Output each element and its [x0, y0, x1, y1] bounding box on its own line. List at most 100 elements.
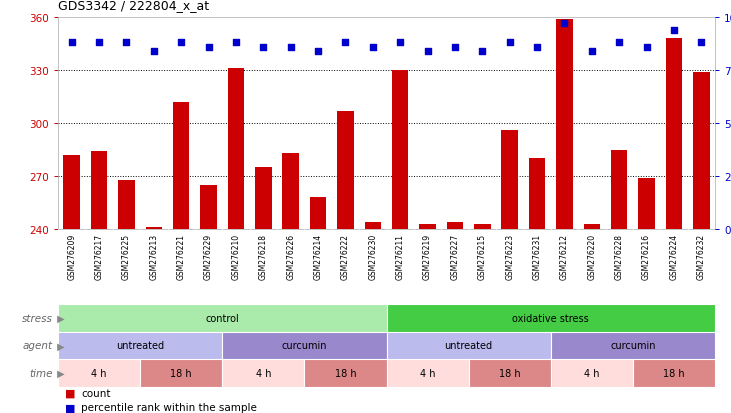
Text: GSM276222: GSM276222 — [341, 233, 350, 279]
Text: control: control — [205, 313, 239, 323]
Text: GSM276229: GSM276229 — [204, 233, 213, 279]
Text: 4 h: 4 h — [420, 368, 436, 378]
Bar — [145, 228, 162, 230]
Bar — [222, 332, 387, 359]
Text: GSM276227: GSM276227 — [450, 233, 460, 279]
Bar — [91, 152, 107, 230]
Point — [586, 48, 598, 55]
Text: GSM276223: GSM276223 — [505, 233, 514, 279]
Text: GSM276213: GSM276213 — [149, 233, 159, 279]
Bar — [638, 178, 655, 230]
Bar — [447, 222, 463, 230]
Text: count: count — [81, 388, 111, 398]
Bar — [58, 332, 222, 359]
Text: 4 h: 4 h — [256, 368, 271, 378]
Point — [558, 21, 570, 28]
Bar — [550, 359, 633, 387]
Point — [257, 44, 269, 51]
Text: ▶: ▶ — [55, 368, 65, 378]
Bar — [365, 222, 381, 230]
Point — [230, 40, 242, 47]
Point — [668, 27, 680, 34]
Text: GSM276217: GSM276217 — [94, 233, 104, 279]
Text: 18 h: 18 h — [335, 368, 356, 378]
Point — [477, 48, 488, 55]
Text: GSM276219: GSM276219 — [423, 233, 432, 279]
Bar — [255, 168, 271, 230]
Bar — [310, 198, 326, 230]
Bar — [228, 69, 244, 230]
Bar — [304, 359, 387, 387]
Bar — [387, 359, 469, 387]
Text: curcumin: curcumin — [281, 341, 327, 351]
Bar — [222, 359, 304, 387]
Text: GSM276216: GSM276216 — [642, 233, 651, 279]
Bar — [474, 224, 491, 230]
Text: GSM276214: GSM276214 — [314, 233, 322, 279]
Point — [66, 40, 77, 47]
Text: GSM276212: GSM276212 — [560, 233, 569, 279]
Point — [422, 48, 433, 55]
Text: 4 h: 4 h — [584, 368, 599, 378]
Bar — [633, 359, 715, 387]
Text: GSM276220: GSM276220 — [587, 233, 596, 279]
Bar — [282, 154, 299, 230]
Point — [175, 40, 187, 47]
Bar — [200, 185, 217, 230]
Text: GDS3342 / 222804_x_at: GDS3342 / 222804_x_at — [58, 0, 209, 12]
Text: GSM276211: GSM276211 — [395, 233, 405, 279]
Point — [449, 44, 461, 51]
Point — [695, 40, 707, 47]
Bar — [392, 71, 409, 230]
Text: GSM276210: GSM276210 — [232, 233, 240, 279]
Bar — [58, 304, 387, 332]
Text: time: time — [29, 368, 53, 378]
Text: 18 h: 18 h — [499, 368, 520, 378]
Bar — [693, 73, 710, 230]
Bar — [583, 224, 600, 230]
Text: GSM276224: GSM276224 — [670, 233, 678, 279]
Text: GSM276226: GSM276226 — [287, 233, 295, 279]
Point — [312, 48, 324, 55]
Bar — [337, 112, 354, 230]
Text: GSM276221: GSM276221 — [177, 233, 186, 279]
Bar — [469, 359, 550, 387]
Text: GSM276209: GSM276209 — [67, 233, 76, 279]
Text: GSM276228: GSM276228 — [615, 233, 624, 279]
Point — [640, 44, 652, 51]
Bar — [118, 180, 135, 230]
Point — [121, 40, 132, 47]
Text: ■: ■ — [65, 403, 76, 413]
Text: 4 h: 4 h — [91, 368, 107, 378]
Point — [394, 40, 406, 47]
Text: curcumin: curcumin — [610, 341, 656, 351]
Bar — [556, 20, 572, 230]
Text: untreated: untreated — [116, 341, 164, 351]
Bar — [387, 332, 550, 359]
Point — [94, 40, 105, 47]
Bar — [611, 150, 627, 230]
Text: oxidative stress: oxidative stress — [512, 313, 589, 323]
Bar — [387, 304, 715, 332]
Text: ■: ■ — [65, 388, 76, 398]
Text: GSM276230: GSM276230 — [368, 233, 377, 279]
Text: GSM276218: GSM276218 — [259, 233, 268, 279]
Text: GSM276225: GSM276225 — [122, 233, 131, 279]
Bar — [550, 332, 715, 359]
Text: 18 h: 18 h — [170, 368, 192, 378]
Point — [285, 44, 297, 51]
Bar — [529, 159, 545, 230]
Bar — [420, 224, 436, 230]
Text: GSM276232: GSM276232 — [697, 233, 706, 279]
Point — [367, 44, 379, 51]
Bar — [666, 39, 682, 230]
Point — [148, 48, 159, 55]
Bar — [140, 359, 222, 387]
Bar — [173, 102, 189, 230]
Point — [613, 40, 625, 47]
Text: stress: stress — [22, 313, 53, 323]
Point — [531, 44, 543, 51]
Text: GSM276215: GSM276215 — [478, 233, 487, 279]
Text: ▶: ▶ — [55, 341, 65, 351]
Bar — [64, 155, 80, 230]
